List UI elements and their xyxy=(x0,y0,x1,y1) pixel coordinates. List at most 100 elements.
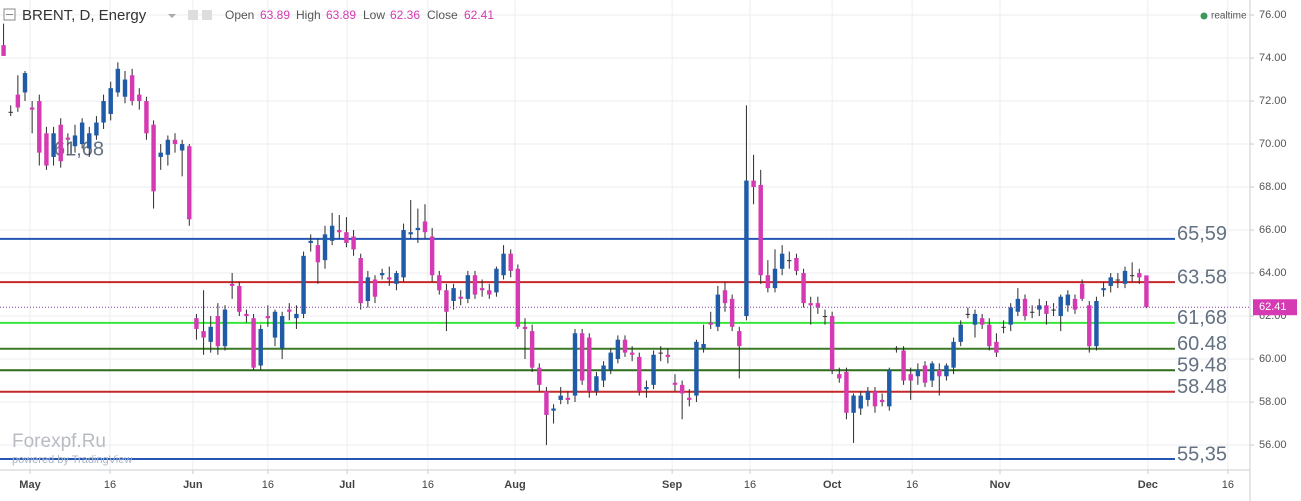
candle-body xyxy=(622,339,628,353)
candle-body xyxy=(122,79,128,97)
candle-body xyxy=(272,311,278,338)
candle-body xyxy=(287,309,292,312)
candle-body xyxy=(222,309,228,347)
candle-body xyxy=(244,313,249,317)
candle-body xyxy=(887,369,892,407)
candle-body xyxy=(94,122,99,136)
candle-body xyxy=(1037,305,1042,310)
candle-body xyxy=(437,275,442,291)
candle-body xyxy=(158,152,163,157)
candle-body xyxy=(879,399,885,403)
x-tick-label: May xyxy=(19,479,41,491)
candle-body xyxy=(37,101,42,153)
y-tick-label: 74.00 xyxy=(1259,52,1287,64)
ohlc-label: High xyxy=(296,8,321,22)
level-label: 61,68 xyxy=(1177,307,1227,329)
candle-body xyxy=(808,303,813,306)
candle-body xyxy=(801,273,806,304)
candle-body xyxy=(601,365,606,381)
candle-body xyxy=(465,275,471,299)
candle-body xyxy=(1115,279,1121,281)
candle-body xyxy=(694,341,699,396)
collapse-icon[interactable] xyxy=(3,8,16,21)
candle-body xyxy=(851,395,856,413)
candle-body xyxy=(322,234,328,261)
candle-body xyxy=(1101,288,1106,291)
candle-body xyxy=(1065,294,1071,306)
level-label: 65,59 xyxy=(1177,223,1227,245)
candle-body xyxy=(179,144,185,151)
candle-body xyxy=(1029,311,1035,313)
candle-body xyxy=(787,260,792,262)
candle-body xyxy=(129,75,135,102)
candle-body xyxy=(515,268,521,327)
candle-body xyxy=(72,135,78,147)
level-label: 58.48 xyxy=(1177,376,1227,398)
candle-body xyxy=(751,180,756,188)
candle-body xyxy=(508,253,513,271)
candle-body xyxy=(101,101,106,123)
candle-body xyxy=(558,395,563,400)
candle-body xyxy=(487,290,492,295)
dropdown-icon[interactable] xyxy=(168,14,176,18)
y-tick-label: 72.00 xyxy=(1259,95,1287,107)
candle-body xyxy=(1079,283,1085,299)
candle-body xyxy=(15,94,21,108)
candle-body xyxy=(22,73,28,93)
candle-body xyxy=(1,45,6,56)
candle-body xyxy=(301,255,306,314)
candle-body xyxy=(229,283,235,286)
settings-icon[interactable] xyxy=(188,10,198,20)
candle-body xyxy=(372,279,378,297)
candle-body xyxy=(165,139,171,155)
candle-body xyxy=(794,258,799,271)
x-tick-label: Aug xyxy=(504,479,525,491)
candle-body xyxy=(958,324,963,342)
x-tick-label: Oct xyxy=(823,479,842,491)
candle-body xyxy=(1122,270,1128,284)
candle-body xyxy=(629,352,635,355)
candle-body xyxy=(1044,305,1049,314)
candle-body xyxy=(401,230,406,278)
candle-body xyxy=(951,341,956,368)
y-tick-label: 60.00 xyxy=(1259,353,1287,365)
y-tick-label: 64.00 xyxy=(1259,267,1287,279)
status-dot xyxy=(1200,12,1208,20)
candle-body xyxy=(1022,298,1028,317)
candle-body xyxy=(1137,273,1142,278)
watermark: Forexpf.Ru xyxy=(12,431,106,452)
x-tick-label: 16 xyxy=(262,479,274,491)
credit[interactable]: powered by TradingView xyxy=(12,454,132,466)
candle-body xyxy=(187,146,192,220)
ohlc-value: 62.41 xyxy=(464,8,494,22)
x-tick-label: 16 xyxy=(744,479,756,491)
ohlc-value: 63.89 xyxy=(260,8,290,22)
candle-body xyxy=(29,107,35,110)
candle-body xyxy=(608,352,613,370)
candle-body xyxy=(1144,275,1149,308)
x-tick-label: Dec xyxy=(1138,479,1158,491)
candle-body xyxy=(387,277,392,280)
candle-body xyxy=(108,88,113,114)
candle-body xyxy=(529,331,535,368)
ohlc-value: 62.36 xyxy=(390,8,420,22)
candle-body xyxy=(208,326,213,342)
candle-body xyxy=(1072,298,1078,310)
candle-body xyxy=(494,268,499,293)
ohlc-label: Open xyxy=(225,8,254,22)
candle-body xyxy=(572,333,578,396)
candle-body xyxy=(722,290,728,304)
price-tag xyxy=(1253,299,1297,316)
candle-body xyxy=(972,313,978,325)
y-tick-label: 58.00 xyxy=(1259,396,1287,408)
symbol-title[interactable]: BRENT, D, Energy xyxy=(22,7,147,24)
candle-body xyxy=(237,285,242,312)
candle-body xyxy=(672,382,678,385)
candle-body xyxy=(594,376,599,392)
candle-body xyxy=(344,232,349,243)
candle-body xyxy=(858,395,863,409)
candle-body xyxy=(8,111,13,113)
settings-icon[interactable] xyxy=(202,10,212,20)
